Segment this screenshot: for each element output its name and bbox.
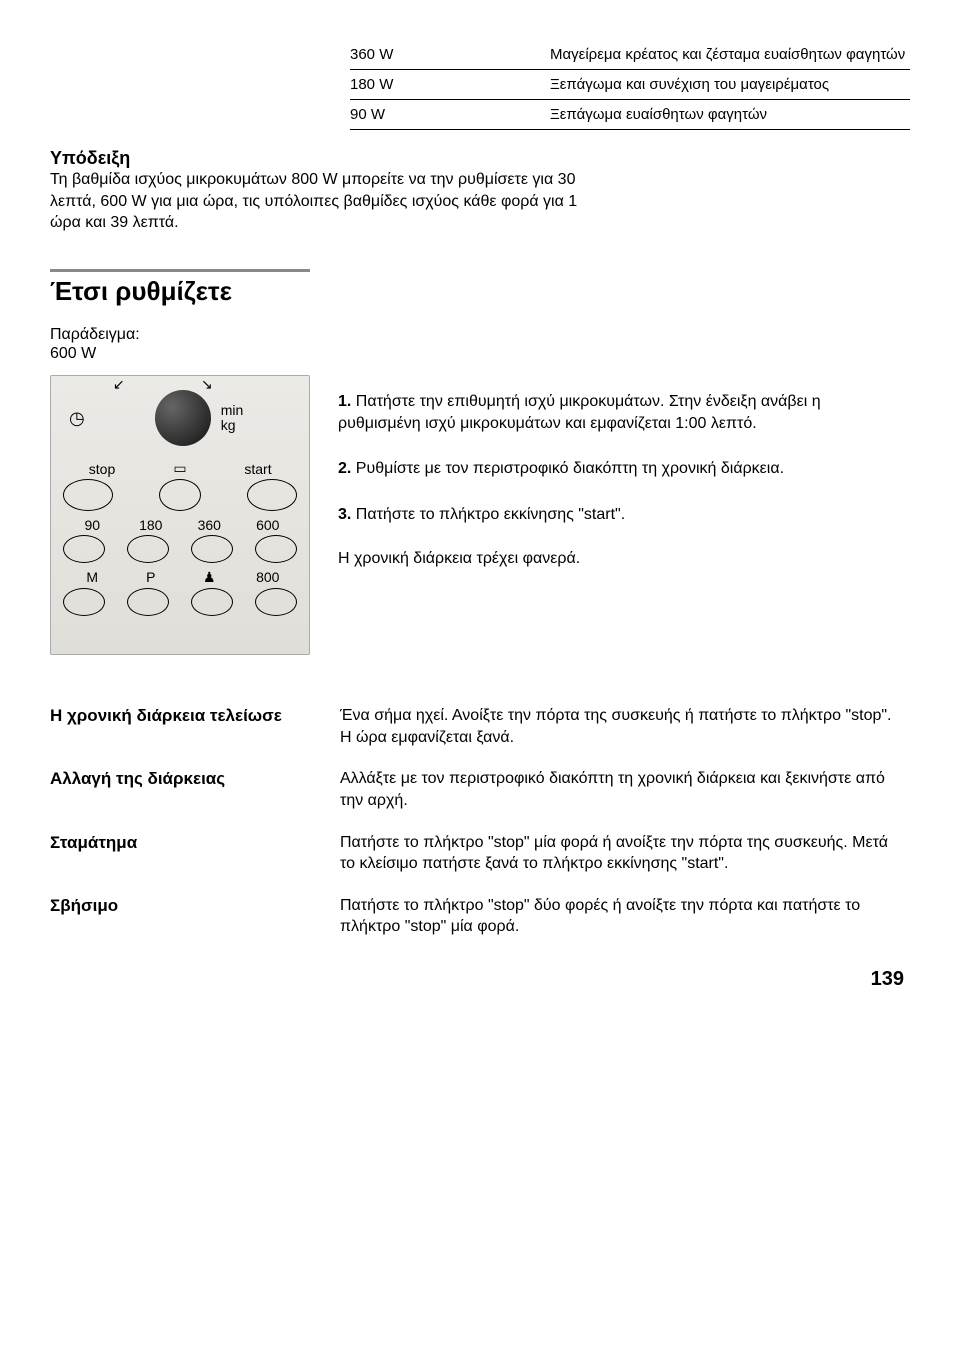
- unit-min: min: [221, 402, 244, 418]
- desc-cell: Μαγείρεμα κρέατος και ζέσταμα ευαίσθητων…: [550, 40, 910, 70]
- page-number: 139: [50, 968, 904, 991]
- dial-unit-label: min kg: [221, 403, 244, 434]
- desc-cell: Ξεπάγωμα και συνέχιση του μαγειρέματος: [550, 70, 910, 100]
- step-2-text: Ρυθμίστε με τον περιστροφικό διακόπτη τη…: [356, 460, 784, 477]
- rotary-dial: [155, 390, 211, 446]
- def-term-change: Αλλαγή της διάρκειας: [50, 768, 340, 789]
- hint-block: Υπόδειξη Τη βαθμίδα ισχύος μικροκυμάτων …: [50, 148, 904, 234]
- step-1-text: Πατήστε την επιθυμητή ισχύ μικροκυμάτων.…: [338, 393, 821, 432]
- def-term-finished: Η χρονική διάρκεια τελείωσε: [50, 705, 340, 726]
- def-desc-change: Αλλάξτε με τον περιστροφικό διακόπτη τη …: [340, 768, 900, 811]
- power-600-button: [255, 535, 297, 563]
- hint-text: Τη βαθμίδα ισχύος μικροκυμάτων 800 W μπο…: [50, 169, 610, 234]
- power-90-label: 90: [63, 517, 122, 533]
- power-360-label: 360: [180, 517, 239, 533]
- step-3: 3. Πατήστε το πλήκτρο εκκίνησης "start".: [338, 504, 898, 526]
- def-desc-off: Πατήστε το πλήκτρο "stop" δύο φορές ή αν…: [340, 895, 900, 938]
- clock-icon: ◷: [69, 408, 85, 429]
- book-button: [159, 479, 201, 511]
- power-360-button: [191, 535, 233, 563]
- m-button: [63, 588, 105, 616]
- table-row: 90 W Ξεπάγωμα ευαίσθητων φαγητών: [350, 100, 910, 130]
- hint-label: Υπόδειξη: [50, 148, 340, 169]
- running-text: Η χρονική διάρκεια τρέχει φανερά.: [338, 550, 898, 568]
- step-1: 1. Πατήστε την επιθυμητή ισχύ μικροκυμάτ…: [338, 391, 898, 434]
- definitions: Η χρονική διάρκεια τελείωσε Ένα σήμα ηχε…: [50, 705, 904, 938]
- def-desc-pause: Πατήστε το πλήκτρο "stop" μία φορά ή ανο…: [340, 832, 900, 875]
- start-button: [247, 479, 297, 511]
- p-label: P: [122, 569, 181, 586]
- power-90-button: [63, 535, 105, 563]
- steps-list: 1. Πατήστε την επιθυμητή ισχύ μικροκυμάτ…: [338, 391, 898, 525]
- book-icon: ▭: [141, 460, 219, 477]
- stop-button: [63, 479, 113, 511]
- stop-label: stop: [63, 461, 141, 477]
- def-term-off: Σβήσιμο: [50, 895, 340, 916]
- power-180-button: [127, 535, 169, 563]
- weight-button: [191, 588, 233, 616]
- step-3-text: Πατήστε το πλήκτρο εκκίνησης "start".: [356, 506, 625, 523]
- table-row: 360 W Μαγείρεμα κρέατος και ζέσταμα ευαί…: [350, 40, 910, 70]
- example-line2: 600 W: [50, 345, 96, 362]
- step-2: 2. Ρυθμίστε με τον περιστροφικό διακόπτη…: [338, 458, 898, 480]
- watt-cell: 180 W: [350, 70, 550, 100]
- weight-icon-label: ♟: [180, 569, 239, 586]
- table-row: 180 W Ξεπάγωμα και συνέχιση του μαγειρέμ…: [350, 70, 910, 100]
- example-line1: Παράδειγμα:: [50, 326, 140, 343]
- power-800-button: [255, 588, 297, 616]
- power-800-label: 800: [239, 569, 298, 586]
- arrow-left-icon: ↘: [113, 376, 125, 393]
- arrow-right-icon: ↘: [201, 376, 213, 393]
- example-label: Παράδειγμα: 600 W: [50, 325, 904, 363]
- m-label: M: [63, 569, 122, 586]
- unit-kg: kg: [221, 417, 236, 433]
- section-rule: [50, 269, 310, 272]
- power-600-label: 600: [239, 517, 298, 533]
- watt-cell: 360 W: [350, 40, 550, 70]
- p-button: [127, 588, 169, 616]
- power-180-label: 180: [122, 517, 181, 533]
- start-label: start: [219, 461, 297, 477]
- power-level-table: 360 W Μαγείρεμα κρέατος και ζέσταμα ευαί…: [350, 40, 910, 130]
- def-desc-finished: Ένα σήμα ηχεί. Ανοίξτε την πόρτα της συσ…: [340, 705, 900, 748]
- def-term-pause: Σταμάτημα: [50, 832, 340, 853]
- watt-cell: 90 W: [350, 100, 550, 130]
- control-panel-illustration: ◷ ↘ ↘ min kg stop ▭ start 90 180 360: [50, 375, 310, 655]
- desc-cell: Ξεπάγωμα ευαίσθητων φαγητών: [550, 100, 910, 130]
- section-title: Έτσι ρυθμίζετε: [50, 276, 904, 307]
